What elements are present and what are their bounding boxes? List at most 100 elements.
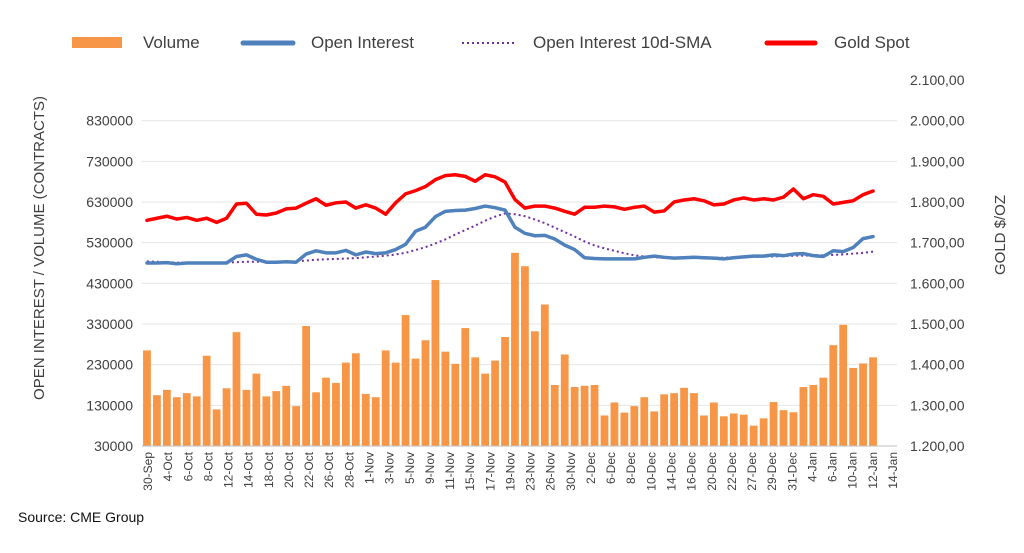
- x-tick-label: 4-Oct: [161, 451, 175, 481]
- volume-bar: [580, 385, 589, 446]
- gold-spot-line: [145, 173, 875, 225]
- x-tick-label: 28-Oct: [342, 451, 356, 488]
- volume-bar: [461, 328, 470, 446]
- volume-bar: [749, 425, 758, 446]
- x-tick-label: 23-Nov: [524, 452, 538, 491]
- x-tick-label: 19-Nov: [503, 452, 517, 491]
- legend-open-interest-label: Open Interest: [311, 33, 414, 52]
- x-tick-label: 5-Nov: [403, 452, 417, 484]
- volume-bar: [222, 388, 231, 446]
- x-axis-ticks: 30-Sep 4-Oct 6-Oct 8-Oct 12-Oct 14-Oct 18-Oct 2…: [141, 451, 900, 490]
- y-axis-right-title: GOLD $/OZ: [992, 195, 1009, 275]
- volume-bar: [332, 382, 340, 446]
- volume-bar: [819, 377, 828, 446]
- y-axis-left-title: OPEN INTEREST / VOLUME (CONTRACTS): [31, 96, 48, 400]
- volume-bar: [859, 363, 867, 446]
- volume-bar: [212, 409, 221, 446]
- x-tick-label: 31-Dec: [785, 452, 799, 491]
- volume-bar: [839, 324, 848, 446]
- y-left-tick-label: 230000: [86, 357, 133, 373]
- x-tick-label: 26-Oct: [322, 451, 336, 488]
- volume-bar: [700, 415, 708, 446]
- volume-bars: [143, 252, 877, 446]
- volume-bar: [540, 304, 549, 446]
- volume-bar: [282, 385, 291, 446]
- y-left-tick-label: 630000: [86, 194, 133, 210]
- y-right-tick-label: 1.200,00: [910, 438, 965, 454]
- x-tick-label: 11-Nov: [443, 452, 457, 490]
- volume-bar: [272, 391, 281, 446]
- x-tick-label: 14-Dec: [665, 452, 679, 491]
- volume-bar: [710, 402, 718, 446]
- x-tick-label: 22-Oct: [302, 451, 316, 488]
- y-right-tick-label: 1.400,00: [910, 357, 965, 373]
- x-tick-label: 18-Oct: [262, 451, 276, 488]
- volume-bar: [252, 373, 261, 446]
- volume-bar: [202, 355, 211, 446]
- y-right-tick-label: 1.800,00: [910, 194, 965, 210]
- x-tick-label: 26-Nov: [544, 452, 558, 491]
- x-tick-label: 6-Jan: [826, 452, 840, 482]
- volume-bar: [719, 416, 728, 446]
- volume-bar: [431, 280, 440, 446]
- x-tick-label: 14-Jan: [886, 452, 900, 489]
- volume-bar: [371, 397, 380, 446]
- volume-bar: [491, 360, 499, 446]
- legend-volume-swatch: [72, 37, 122, 48]
- volume-bar: [650, 411, 659, 446]
- volume-bar: [182, 393, 191, 446]
- legend-volume-label: Volume: [143, 33, 200, 52]
- volume-bar: [262, 396, 271, 446]
- y-right-tick-label: 1.300,00: [910, 397, 965, 413]
- x-tick-label: 16-Dec: [685, 452, 699, 491]
- volume-bar: [610, 402, 619, 446]
- x-tick-label: 8-Dec: [624, 452, 638, 484]
- x-tick-label: 8-Oct: [201, 451, 215, 481]
- x-tick-label: 10-Jan: [846, 452, 860, 489]
- volume-bar: [759, 418, 768, 446]
- left-axis-ticks: 830000 730000 630000 530000 430000 330000 2300…: [86, 113, 133, 454]
- legend: Volume Open Interest Open Interest 10d-S…: [72, 33, 910, 52]
- y-right-tick-label: 2.100,00: [910, 72, 965, 88]
- volume-bar: [809, 385, 818, 446]
- volume-bar: [789, 412, 798, 446]
- volume-bar: [729, 413, 738, 446]
- volume-bar: [292, 406, 301, 446]
- x-tick-label: 6-Oct: [181, 451, 195, 481]
- y-left-tick-label: 330000: [86, 316, 133, 332]
- x-tick-label: 10-Dec: [644, 452, 658, 491]
- volume-bar: [511, 252, 519, 446]
- x-tick-label: 14-Oct: [242, 451, 256, 488]
- volume-bar: [570, 387, 579, 446]
- open-interest-line: [145, 204, 875, 266]
- y-left-tick-label: 430000: [86, 275, 133, 291]
- volume-bar: [550, 385, 559, 446]
- volume-bar: [829, 345, 838, 446]
- volume-bar: [769, 402, 778, 446]
- volume-bar: [312, 392, 320, 446]
- volume-bar: [232, 332, 241, 446]
- y-right-tick-label: 1.500,00: [910, 316, 965, 332]
- volume-bar: [501, 337, 509, 446]
- volume-bar: [411, 358, 420, 446]
- x-tick-label: 30-Sep: [141, 452, 155, 491]
- volume-bar: [342, 362, 350, 446]
- y-right-tick-label: 1.700,00: [910, 235, 965, 251]
- volume-bar: [590, 385, 599, 446]
- x-tick-label: 27-Dec: [745, 452, 759, 491]
- volume-bar: [521, 266, 529, 446]
- y-left-tick-label: 130000: [86, 397, 133, 413]
- x-tick-label: 4-Jan: [806, 452, 820, 482]
- volume-bar: [192, 396, 201, 446]
- volume-bar: [630, 406, 639, 446]
- x-tick-label: 15-Nov: [463, 452, 477, 491]
- volume-bar: [441, 351, 450, 446]
- volume-bar: [322, 377, 330, 446]
- y-left-tick-label: 830000: [86, 113, 133, 129]
- x-tick-label: 20-Dec: [705, 452, 719, 491]
- volume-bar: [302, 326, 310, 446]
- volume-bar: [849, 367, 858, 446]
- volume-bar: [660, 394, 669, 446]
- volume-bar: [242, 389, 251, 446]
